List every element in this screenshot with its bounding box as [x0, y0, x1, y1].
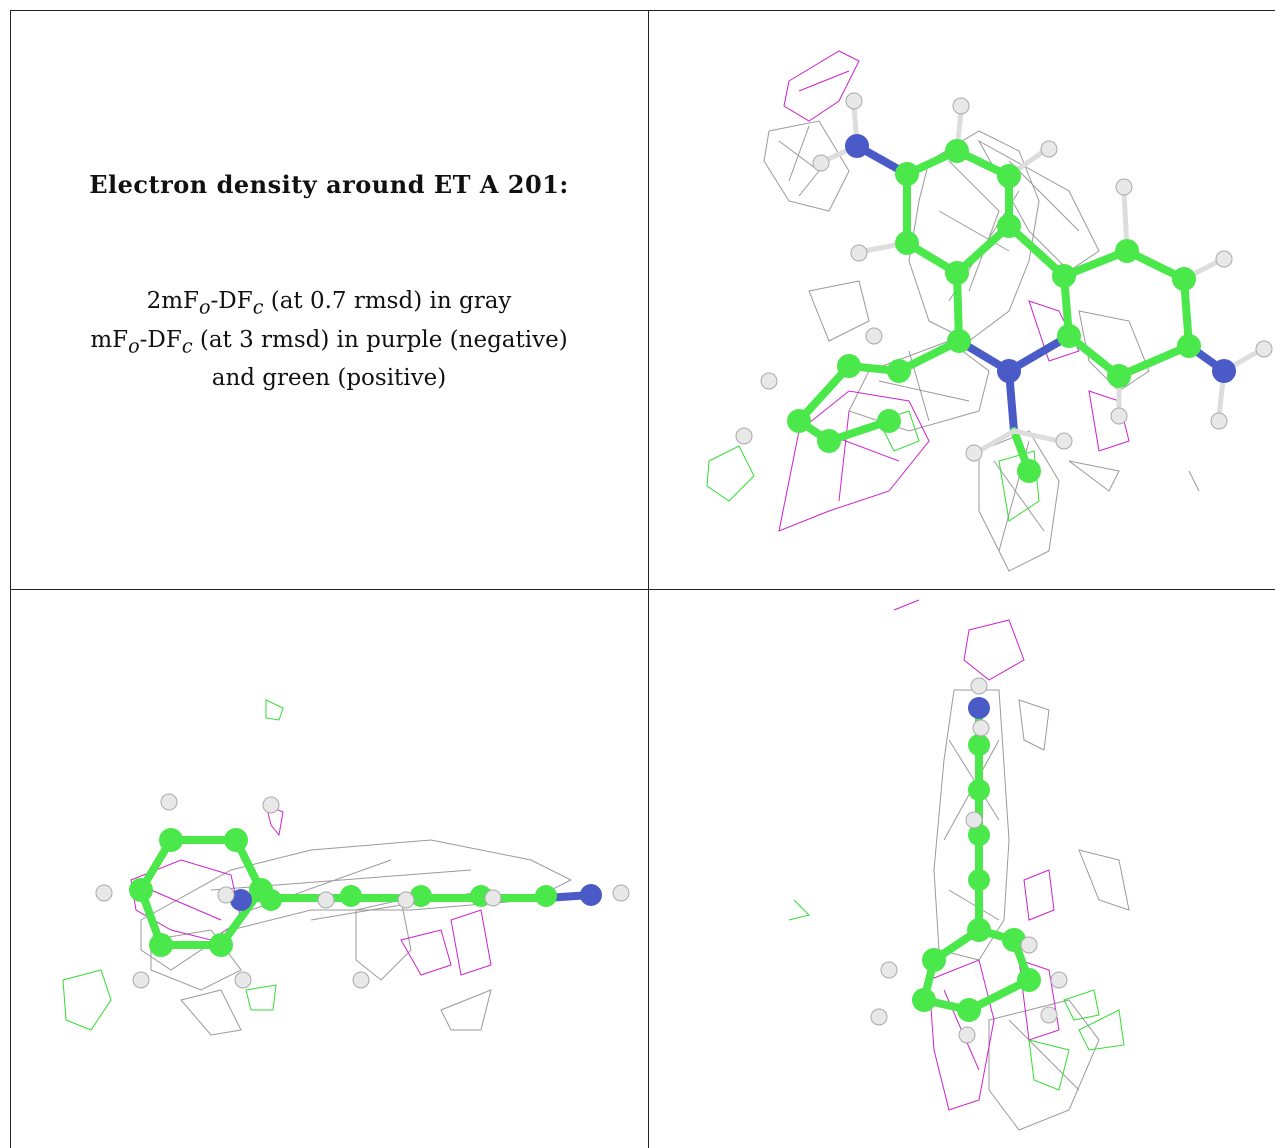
figure-grid: Electron density around ET A 201: 2mFo-D…	[10, 10, 1275, 1148]
caption-title: Electron density around ET A 201:	[89, 170, 569, 199]
nitrogen-atoms	[845, 134, 1236, 383]
caption-line-2fofc: 2mFo-DFc (at 0.7 rmsd) in gray	[146, 288, 512, 319]
caption-panel: Electron density around ET A 201: 2mFo-D…	[10, 10, 648, 589]
molecule-view-edge	[649, 590, 1275, 1148]
molecule-view-edge-svg	[788, 599, 1130, 1131]
caption-line-fofc: mFo-DFc (at 3 rmsd) in purple (negative)	[90, 326, 568, 358]
nitrogen-atoms	[968, 697, 990, 719]
carbon-atoms	[787, 139, 1201, 483]
density-mesh-gray	[763, 120, 1200, 572]
molecule-view-top-svg	[706, 50, 1273, 572]
nitrogen-atoms	[230, 884, 602, 911]
caption-description: 2mFo-DFc (at 0.7 rmsd) in gray mFo-DFc (…	[10, 285, 648, 395]
hydrogen-atoms	[735, 92, 1273, 462]
grid-line-vertical	[648, 10, 649, 1148]
grid-line-horizontal	[10, 589, 1275, 590]
density-mesh-positive	[788, 899, 1125, 1091]
ligand-bonds	[795, 147, 1193, 445]
hydrogen-atoms	[870, 677, 1068, 1044]
molecule-view-side-svg	[62, 699, 630, 1036]
density-mesh-positive	[62, 699, 284, 1031]
caption-line-colors: and green (positive)	[211, 365, 447, 392]
molecule-view-side	[11, 590, 648, 1148]
density-mesh-negative	[130, 804, 492, 976]
density-mesh-gray	[140, 839, 573, 1036]
grid-line-top	[10, 10, 1275, 11]
carbon-atoms	[129, 828, 557, 957]
carbon-atoms	[912, 734, 1041, 1022]
molecule-view-top	[649, 11, 1275, 589]
grid-line-left	[10, 10, 11, 1148]
hydrogen-atoms	[95, 793, 630, 989]
